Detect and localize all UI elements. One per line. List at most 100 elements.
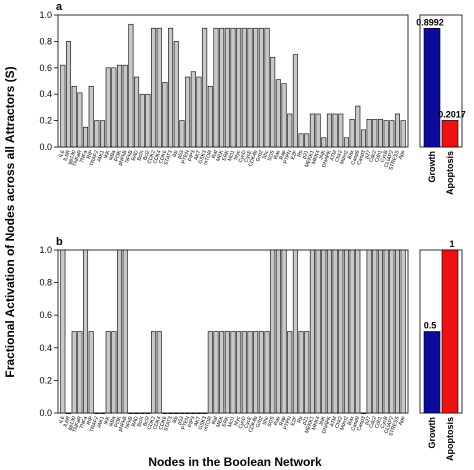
node-bar xyxy=(258,27,264,148)
node-label: Chk2 xyxy=(334,416,344,430)
node-label: ERK xyxy=(221,149,230,162)
node-bar xyxy=(372,118,378,148)
node-bar xyxy=(145,93,151,148)
node-label: CycE xyxy=(244,149,254,163)
node-label: MKK4 xyxy=(311,150,322,165)
node-label: Ras xyxy=(273,149,282,160)
node-label: Grb2 xyxy=(255,416,265,429)
node-label: ERK xyxy=(221,415,230,428)
node-label: TRAF2 xyxy=(89,150,100,168)
node-bar xyxy=(236,27,242,148)
node-label: CycB xyxy=(380,149,390,163)
panel-a: a 0.0 0.2 0.4 0.6 0.8 1.0 IL6IL6Rgp130TNFaRTNFa… xyxy=(39,1,465,195)
node-bar xyxy=(145,412,151,414)
node-label: PI3K xyxy=(113,415,123,428)
node-bar xyxy=(298,331,304,414)
node-bar xyxy=(275,79,281,148)
node-bar xyxy=(230,27,236,148)
node-bar xyxy=(128,412,134,414)
node-bar xyxy=(60,249,66,414)
node-label: Grb2 xyxy=(255,150,265,163)
y-tick-label: 0.6 xyxy=(39,63,52,73)
node-bar xyxy=(77,92,83,148)
node-bar xyxy=(173,41,179,148)
node-bar xyxy=(349,118,355,148)
node-bar xyxy=(321,137,327,148)
node-label: MKK4 xyxy=(311,416,322,431)
node-label: MEKK1 xyxy=(304,150,316,169)
node-label: Apo xyxy=(398,150,407,161)
node-bar xyxy=(168,27,174,148)
node-bar xyxy=(224,27,230,148)
node-bar xyxy=(332,249,338,414)
node-label: BclX xyxy=(136,415,145,428)
node-label: Bcl2 xyxy=(142,150,151,162)
node-label: Ikb xyxy=(172,150,180,159)
y-tick-label: 0.0 xyxy=(39,408,52,418)
node-bar xyxy=(275,249,281,414)
node-bar xyxy=(230,331,236,414)
node-label: IKK xyxy=(103,149,112,159)
y-tick-label: 0.8 xyxy=(39,278,52,288)
summary-frame xyxy=(419,14,463,148)
summary-value-label: 0.5 xyxy=(424,321,437,331)
node-bar xyxy=(156,331,162,414)
node-bar xyxy=(122,249,128,414)
panel-label: b xyxy=(56,236,63,248)
node-bar xyxy=(264,331,270,414)
node-label: Rb xyxy=(297,416,305,424)
node-bar xyxy=(71,331,77,414)
node-label: Rb xyxy=(297,150,305,158)
node-bar xyxy=(315,249,321,414)
node-label: IL6R xyxy=(62,149,71,162)
node-bar xyxy=(309,113,315,148)
node-label: MEK xyxy=(216,415,226,428)
node-bar xyxy=(258,331,264,414)
node-label: CycB xyxy=(380,415,390,429)
summary-bar xyxy=(441,249,459,414)
node-bar xyxy=(94,412,100,414)
node-bar xyxy=(117,249,123,414)
node-label: Cdh1 xyxy=(374,416,384,430)
y-tick-label: 0.2 xyxy=(39,116,52,126)
node-label: GSK3 xyxy=(198,416,208,431)
y-tick-label: 0.0 xyxy=(39,142,52,152)
node-bar xyxy=(190,71,196,148)
node-label: Raf xyxy=(211,149,220,159)
node-bar xyxy=(383,249,389,414)
node-bar xyxy=(139,412,145,414)
node-label: Shc xyxy=(262,415,271,426)
node-label: TRAF2 xyxy=(89,416,100,434)
node-label: GSK3 xyxy=(198,150,208,165)
summary-category-label: Growth xyxy=(427,151,437,183)
node-label: mTOR xyxy=(203,415,214,432)
node-label: p27 xyxy=(364,150,373,160)
y-tick-label: 0.4 xyxy=(39,343,52,353)
node-bar xyxy=(162,82,168,148)
node-bar xyxy=(94,120,100,148)
node-label: ATM xyxy=(329,150,338,162)
node-bar xyxy=(287,113,293,148)
node-label: IL6 xyxy=(58,416,66,425)
node-label: Mcl1 xyxy=(227,150,236,162)
node-label: p53 xyxy=(177,150,186,160)
node-label: RIP xyxy=(86,149,95,160)
node-label: RIP xyxy=(86,415,95,426)
node-label: Chk2 xyxy=(334,150,344,164)
node-bar xyxy=(253,331,259,414)
node-bar xyxy=(139,93,145,148)
node-label: PTEN xyxy=(181,415,191,430)
node-bar xyxy=(179,120,185,148)
node-label: IL6R xyxy=(62,415,71,428)
node-bar xyxy=(156,27,162,148)
y-tick-label: 0.4 xyxy=(39,89,52,99)
node-label: Bax xyxy=(347,415,356,426)
summary-bar xyxy=(423,28,441,148)
node-label: p53 xyxy=(177,416,186,426)
node-bar xyxy=(105,331,111,414)
node-label: CDK2 xyxy=(147,416,157,431)
node-label: gp130 xyxy=(67,150,78,166)
node-label: AKT xyxy=(193,149,202,161)
node-label: Casp9 xyxy=(350,150,361,166)
node-bar xyxy=(394,249,401,414)
